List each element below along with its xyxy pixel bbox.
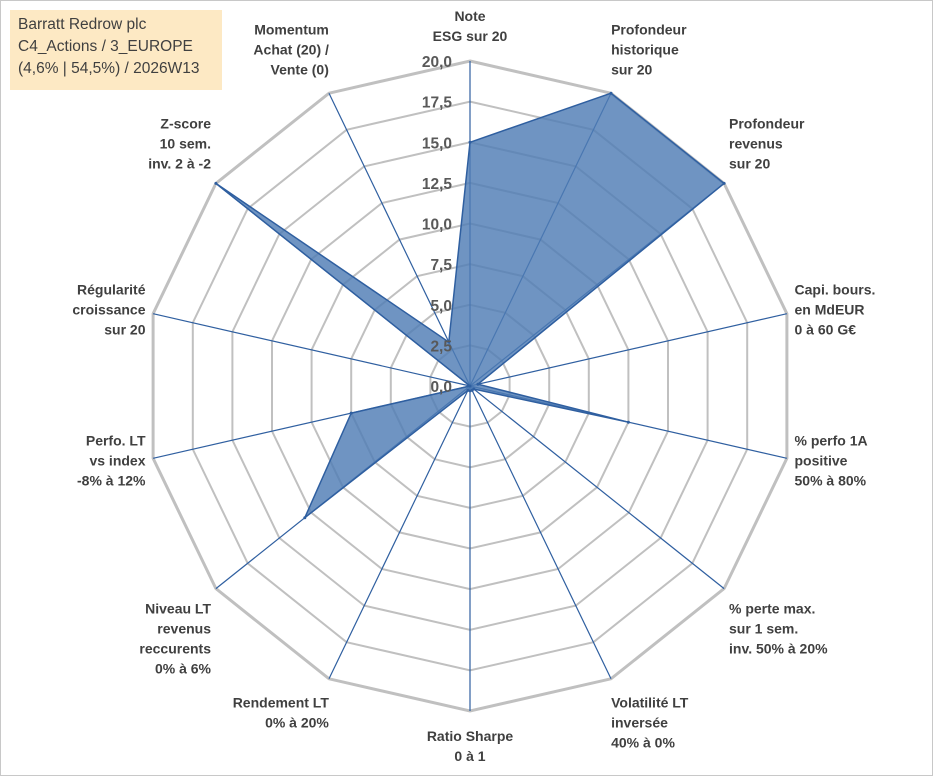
axis-label-line: inversée xyxy=(611,714,668,730)
tick-label: 10,0 xyxy=(422,217,452,234)
axis-label-line: Ratio Sharpe xyxy=(427,728,514,744)
data-point xyxy=(303,516,307,520)
tick-label: 12,5 xyxy=(422,176,453,193)
axis-label-line: reccurents xyxy=(139,640,211,656)
axis-label: % perte max. sur 1 sem. inv. 50% à 20% xyxy=(729,600,828,656)
radar-series xyxy=(214,91,726,520)
axis-label: Perfo. LT vs index -8% à 12% xyxy=(77,432,146,488)
axis-label-line: croissance xyxy=(72,302,145,318)
data-point xyxy=(349,411,353,415)
axis-label: Momentum Achat (20) / Vente (0) xyxy=(253,22,329,78)
axis-label-line: 10 sem. xyxy=(160,136,211,152)
axis-label-line: sur 20 xyxy=(104,322,145,338)
tick-label: 5,0 xyxy=(430,298,452,315)
data-point xyxy=(447,340,451,344)
stats-week: (4,6% | 54,5%) / 2026W13 xyxy=(18,60,200,77)
tick-label: 0,0 xyxy=(430,379,452,396)
axis-label-line: inv. 2 à -2 xyxy=(148,156,211,172)
axis-label: Profondeur revenus sur 20 xyxy=(729,116,805,172)
axis-spoke xyxy=(328,385,471,680)
axis-label-line: historique xyxy=(611,42,679,58)
axis-label-line: Vente (0) xyxy=(271,62,329,78)
data-point xyxy=(468,140,472,144)
axis-label-line: Volatilité LT xyxy=(611,694,689,710)
axis-label: Régularité croissance sur 20 xyxy=(72,282,145,338)
axis-label-line: Profondeur xyxy=(729,116,805,132)
axis-label-line: Perfo. LT xyxy=(86,432,146,448)
axis-label-line: sur 1 sem. xyxy=(729,620,798,636)
data-point xyxy=(626,420,630,424)
axis-label-line: Niveau LT xyxy=(145,600,211,616)
axis-label: Rendement LT 0% à 20% xyxy=(233,694,330,730)
axis-label-line: % perte max. xyxy=(729,600,815,616)
data-point xyxy=(468,384,472,388)
tick-label: 2,5 xyxy=(430,338,452,355)
company-name: Barratt Redrow plc xyxy=(18,16,147,33)
axis-spoke xyxy=(469,385,612,680)
axis-label-line: 0 à 1 xyxy=(454,748,485,764)
axis-label: Note ESG sur 20 xyxy=(433,8,508,44)
axis-label-line: Achat (20) / xyxy=(253,42,329,58)
axis-label: Capi. bours. en MdEUR 0 à 60 G€ xyxy=(795,282,876,338)
axis-label-line: inv. 50% à 20% xyxy=(729,640,828,656)
axis-label: Ratio Sharpe 0 à 1 xyxy=(427,728,514,764)
data-point xyxy=(214,181,218,185)
axis-label: Z-score 10 sem. inv. 2 à -2 xyxy=(148,116,211,172)
data-point xyxy=(722,181,726,185)
axis-spoke xyxy=(152,313,471,387)
tick-label: 7,5 xyxy=(430,257,452,274)
axis-label-line: en MdEUR xyxy=(795,302,865,318)
axis-label-line: Capi. bours. xyxy=(795,282,876,298)
axis-label-line: % perfo 1A xyxy=(795,432,868,448)
axis-label-line: Z-score xyxy=(160,116,211,132)
data-point xyxy=(466,388,470,392)
axis-label: Niveau LT revenus reccurents 0% à 6% xyxy=(139,600,211,676)
axis-label-line: 0 à 60 G€ xyxy=(795,322,857,338)
axis-spoke xyxy=(469,385,725,590)
axis-label-line: 0% à 6% xyxy=(155,660,212,676)
data-point xyxy=(476,382,480,386)
axis-label-line: Note xyxy=(454,8,485,24)
tick-label: 17,5 xyxy=(422,95,453,112)
axis-spoke xyxy=(328,92,471,387)
info-box: Barratt Redrow plc C4_Actions / 3_EUROPE… xyxy=(10,10,222,90)
axis-label-line: Momentum xyxy=(254,22,329,38)
axis-label-line: -8% à 12% xyxy=(77,472,146,488)
tick-label: 20,0 xyxy=(422,54,452,71)
axis-label-line: revenus xyxy=(729,136,783,152)
axis-label-line: vs index xyxy=(89,452,145,468)
axis-label: Volatilité LT inversée 40% à 0% xyxy=(611,694,689,750)
radial-tick-labels: 0,0 2,5 5,0 7,5 10,0 12,5 15,0 17,5 20,0 xyxy=(422,54,453,396)
axis-label-line: sur 20 xyxy=(611,62,652,78)
axis-label-line: sur 20 xyxy=(729,156,770,172)
axis-label-line: ESG sur 20 xyxy=(433,28,508,44)
tick-label: 15,0 xyxy=(422,135,452,152)
axis-label-line: revenus xyxy=(157,620,211,636)
axis-label: Profondeur historique sur 20 xyxy=(611,22,687,78)
axis-spoke xyxy=(469,313,788,387)
axis-label-line: Rendement LT xyxy=(233,694,330,710)
axis-label: % perfo 1A positive 50% à 80% xyxy=(795,432,868,488)
axis-labels: Note ESG sur 20 Profondeur historique sur 20… xyxy=(72,8,875,764)
category-path: C4_Actions / 3_EUROPE xyxy=(18,38,193,55)
axis-label-line: positive xyxy=(795,452,848,468)
axis-label-line: Régularité xyxy=(77,282,146,298)
axis-label-line: 0% à 20% xyxy=(265,714,329,730)
data-point xyxy=(609,91,613,95)
axis-label-line: 50% à 80% xyxy=(795,472,867,488)
axis-label-line: 40% à 0% xyxy=(611,734,675,750)
axis-label-line: Profondeur xyxy=(611,22,687,38)
